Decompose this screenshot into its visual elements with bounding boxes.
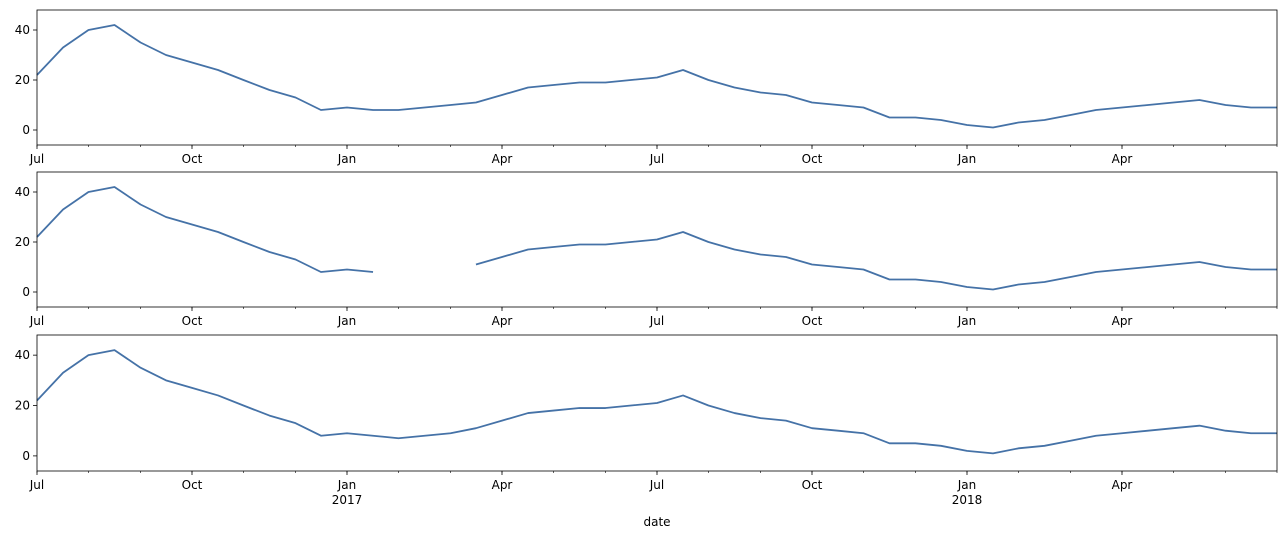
x-tick-label: Jan	[957, 478, 977, 492]
x-tick-label: Oct	[802, 478, 823, 492]
y-tick-label: 20	[15, 235, 30, 249]
x-tick-label: Jul	[649, 152, 664, 166]
y-tick-label: 40	[15, 348, 30, 362]
x-tick-label: Jan	[337, 152, 357, 166]
x-tick-label: Jan	[957, 152, 977, 166]
y-tick-label: 20	[15, 399, 30, 413]
x-tick-label: Apr	[1112, 478, 1133, 492]
series-line	[36, 349, 1277, 455]
x-tick-label: Oct	[182, 314, 203, 328]
y-tick-label: 0	[22, 449, 30, 463]
x-tick-label: Jan	[337, 478, 357, 492]
x-year-label: 2018	[952, 493, 983, 507]
x-tick-label: Jul	[649, 314, 664, 328]
x-year-label: 2017	[332, 493, 363, 507]
x-tick-label: Apr	[492, 478, 513, 492]
series-line	[36, 24, 1277, 129]
x-tick-label: Jul	[29, 478, 44, 492]
x-tick-label: Jul	[29, 152, 44, 166]
series-line	[36, 186, 1277, 291]
x-tick-label: Jul	[29, 314, 44, 328]
y-tick-label: 40	[15, 23, 30, 37]
x-tick-label: Apr	[1112, 314, 1133, 328]
x-tick-label: Apr	[1112, 152, 1133, 166]
x-tick-label: Oct	[182, 152, 203, 166]
y-tick-label: 0	[22, 285, 30, 299]
x-tick-label: Jan	[337, 314, 357, 328]
y-tick-label: 0	[22, 123, 30, 137]
x-axis-label: date	[643, 515, 670, 529]
x-tick-label: Oct	[802, 152, 823, 166]
y-tick-label: 40	[15, 185, 30, 199]
x-tick-label: Apr	[492, 152, 513, 166]
x-tick-label: Oct	[802, 314, 823, 328]
x-tick-label: Jan	[957, 314, 977, 328]
x-tick-label: Apr	[492, 314, 513, 328]
x-tick-label: Jul	[649, 478, 664, 492]
y-tick-label: 20	[15, 73, 30, 87]
x-tick-label: Oct	[182, 478, 203, 492]
